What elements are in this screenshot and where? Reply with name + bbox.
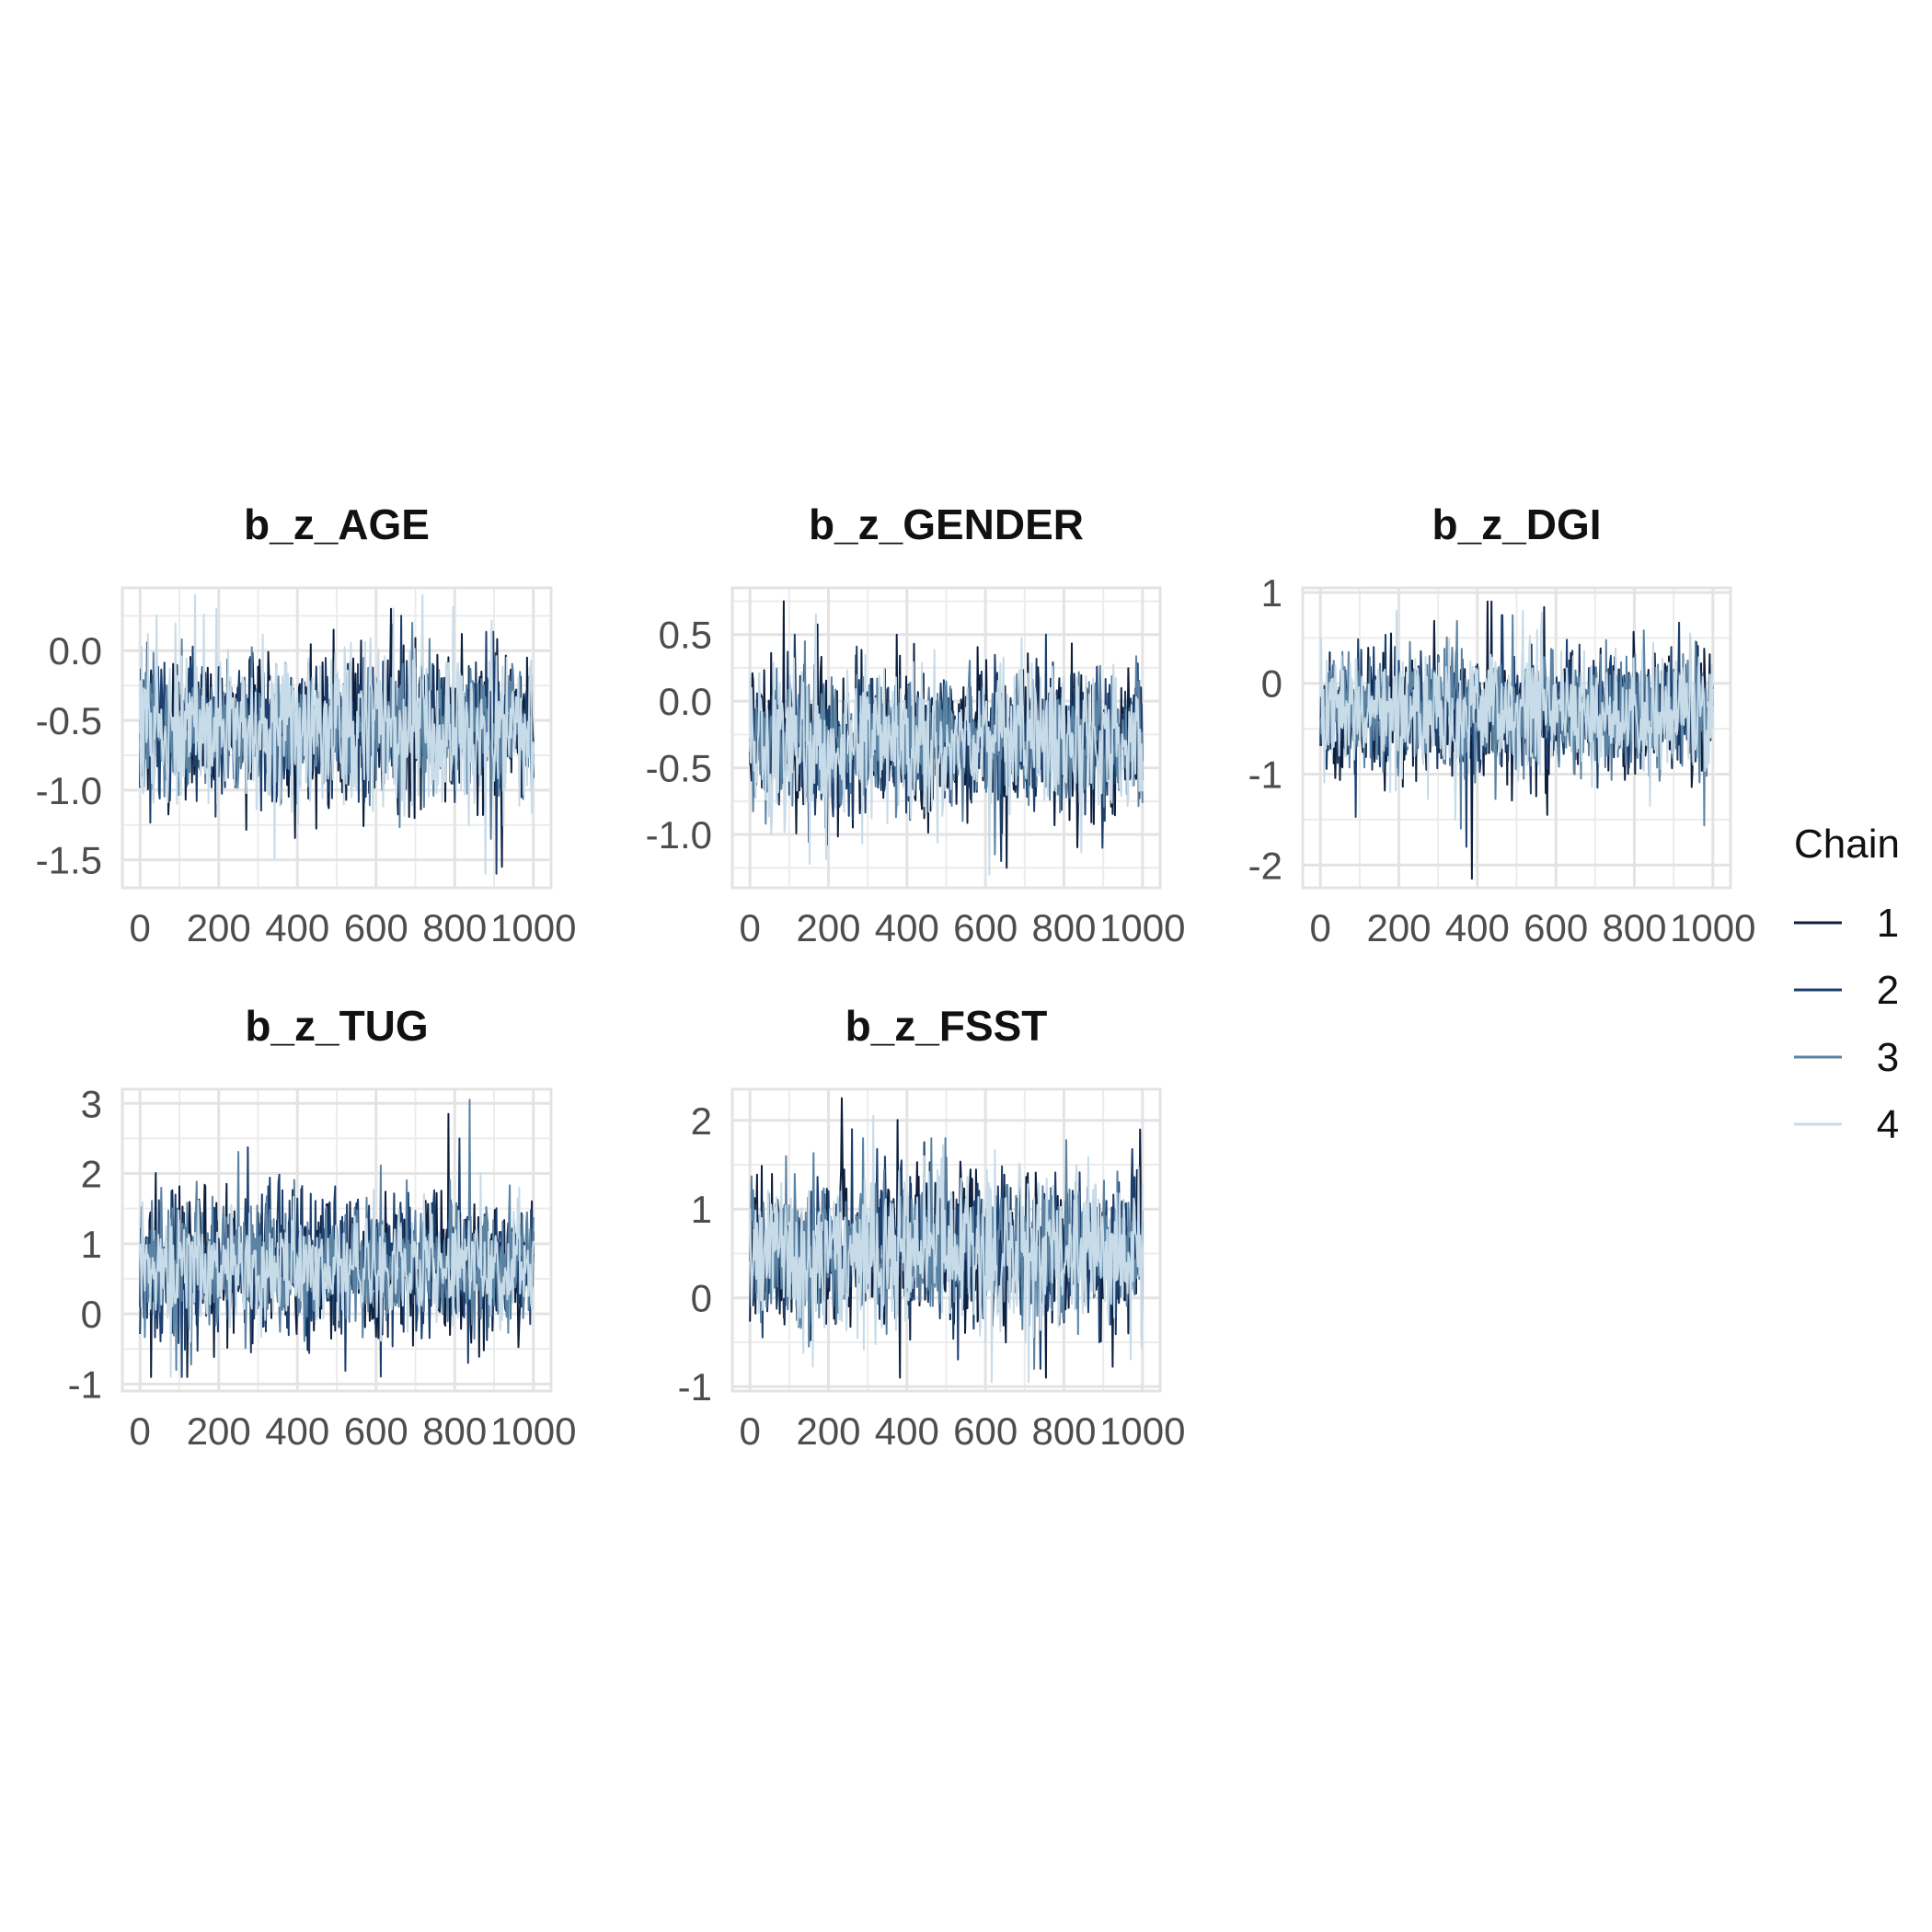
y-tick-label: -1: [678, 1365, 712, 1409]
y-tick-label: 1: [1261, 571, 1282, 615]
x-tick-label: 800: [1602, 906, 1666, 949]
panel-b_z_DGI: b_z_DGI 1 0 -1 -2 0 200 400 600 800 1000: [1248, 500, 1756, 949]
y-tick-label: -1.5: [36, 839, 102, 882]
y-tick-label: 2: [81, 1153, 102, 1196]
x-tick-label: 800: [1031, 906, 1096, 949]
x-tick-label: 600: [953, 1409, 1018, 1453]
x-tick-label: 1000: [490, 1409, 576, 1453]
y-tick-label: -2: [1248, 844, 1282, 887]
panel-border: [1301, 586, 1732, 890]
x-tick-label: 0: [740, 906, 761, 949]
x-tick-label: 200: [796, 1409, 860, 1453]
y-tick-label: 2: [691, 1099, 712, 1143]
panel-b_z_FSST: b_z_FSST 2 1 0 -1 0 200 400 600 800 1000: [678, 1002, 1186, 1453]
y-tick-label: 0.0: [49, 629, 102, 673]
panel-b_z_GENDER: b_z_GENDER 0.5 0.0 -0.5 -1.0 0 200 400 600 800 100…: [646, 500, 1186, 949]
x-tick-label: 800: [1031, 1409, 1096, 1453]
x-tick-label: 1000: [1099, 906, 1185, 949]
y-tick-label: -0.5: [36, 699, 102, 742]
y-tick-label: -1.0: [36, 769, 102, 812]
panel-b_z_TUG: b_z_TUG 3 2 1 0 -1 0 200 400 600 800 1000: [68, 1002, 577, 1453]
x-tick-label: 600: [953, 906, 1018, 949]
panel-title: b_z_FSST: [845, 1002, 1048, 1050]
y-tick-label: 0.5: [659, 614, 712, 657]
legend-entry-1: 1: [1794, 901, 1899, 946]
y-tick-label: -1.0: [646, 813, 712, 857]
x-tick-label: 1000: [1670, 906, 1755, 949]
panel-title: b_z_DGI: [1432, 500, 1601, 548]
x-tick-label: 400: [875, 906, 939, 949]
x-tick-label: 400: [265, 1409, 329, 1453]
y-tick-label: 3: [81, 1082, 102, 1125]
x-tick-label: 0: [1310, 906, 1331, 949]
x-tick-label: 600: [344, 1409, 408, 1453]
trace-line-chain-4: [749, 1114, 1144, 1384]
x-tick-label: 600: [1524, 906, 1588, 949]
x-tick-label: 800: [422, 906, 487, 949]
panel-border: [730, 586, 1162, 890]
x-tick-label: 400: [1445, 906, 1510, 949]
x-tick-label: 600: [344, 906, 408, 949]
x-tick-label: 200: [187, 906, 251, 949]
panel-border: [730, 1087, 1162, 1393]
x-tick-label: 0: [130, 906, 151, 949]
legend-entry-2: 2: [1794, 968, 1899, 1013]
legend-entry-3: 3: [1794, 1035, 1899, 1080]
x-tick-label: 200: [1366, 906, 1431, 949]
legend: Chain 1 2 3 4: [1794, 822, 1900, 1147]
panel-title: b_z_TUG: [245, 1002, 428, 1050]
panel-b_z_AGE: b_z_AGE 0.0 -0.5 -1.0 -1.5 0 200 400 600 800 1000: [36, 500, 577, 949]
x-tick-label: 800: [422, 1409, 487, 1453]
x-tick-label: 400: [875, 1409, 939, 1453]
trace-line-chain-4: [749, 614, 1144, 876]
y-tick-label: 0: [1261, 662, 1282, 706]
trace-line-chain-4: [1319, 609, 1714, 821]
panel-border: [121, 586, 553, 890]
y-tick-label: 1: [691, 1188, 712, 1231]
x-tick-label: 200: [187, 1409, 251, 1453]
x-tick-label: 1000: [490, 906, 576, 949]
y-tick-label: 1: [81, 1223, 102, 1266]
x-tick-label: 1000: [1099, 1409, 1185, 1453]
panel-title: b_z_GENDER: [809, 500, 1084, 548]
y-tick-label: 0: [81, 1293, 102, 1336]
legend-label: 1: [1877, 901, 1899, 946]
panel-title: b_z_AGE: [244, 500, 430, 548]
legend-label: 3: [1877, 1035, 1899, 1080]
trace-line-chain-4: [139, 593, 535, 875]
y-tick-label: -1: [1248, 753, 1282, 797]
y-tick-label: 0.0: [659, 680, 712, 723]
x-tick-label: 0: [740, 1409, 761, 1453]
panel-border: [121, 1087, 553, 1393]
y-tick-label: -1: [68, 1363, 102, 1406]
y-tick-label: -0.5: [646, 747, 712, 790]
y-tick-label: 0: [691, 1277, 712, 1320]
legend-label: 2: [1877, 968, 1899, 1013]
x-tick-label: 0: [130, 1409, 151, 1453]
legend-label: 4: [1877, 1102, 1899, 1147]
trace-line-chain-4: [139, 1172, 535, 1378]
legend-title: Chain: [1794, 822, 1900, 867]
x-tick-label: 400: [265, 906, 329, 949]
legend-entry-4: 4: [1794, 1102, 1899, 1147]
x-tick-label: 200: [796, 906, 860, 949]
